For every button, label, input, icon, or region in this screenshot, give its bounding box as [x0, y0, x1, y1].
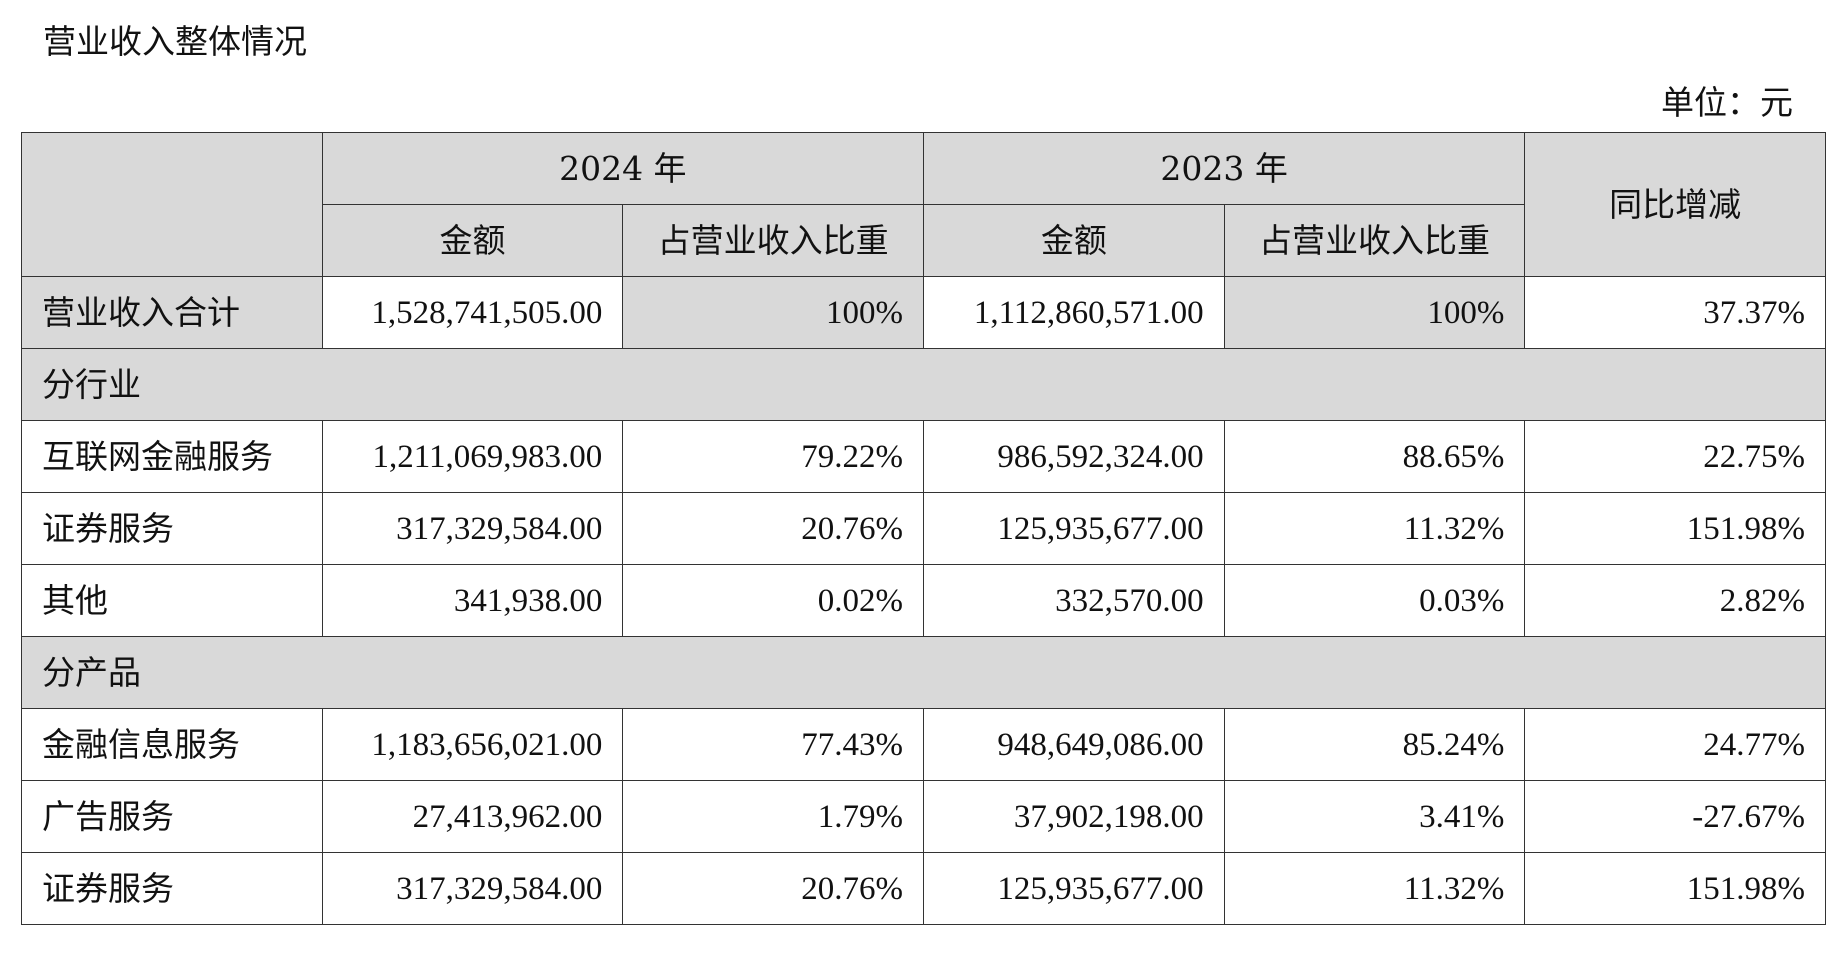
share-2024: 77.43% — [622, 708, 924, 781]
share-2023: 11.32% — [1223, 852, 1526, 925]
yoy-change: 151.98% — [1524, 492, 1826, 565]
row-label: 互联网金融服务 — [21, 420, 323, 493]
total-row: 营业收入合计 1,528,741,505.00 100% 1,112,860,5… — [21, 276, 1826, 349]
unit-label: 单位：元 — [1661, 83, 1793, 122]
share-2023: 85.24% — [1223, 708, 1526, 781]
table-row: 证券服务 317,329,584.00 20.76% 125,935,677.0… — [21, 852, 1826, 925]
amount-2023: 948,649,086.00 — [922, 708, 1225, 781]
header-yoy: 同比增减 — [1524, 132, 1826, 277]
total-yoy: 37.37% — [1524, 276, 1826, 349]
amount-2023: 125,935,677.00 — [922, 492, 1225, 565]
header-amount-2023: 金额 — [922, 204, 1225, 277]
page-title: 营业收入整体情况 — [43, 22, 307, 61]
total-amount-2024: 1,528,741,505.00 — [321, 276, 624, 349]
amount-2023: 332,570.00 — [922, 564, 1225, 637]
header-corner-cell — [21, 132, 323, 277]
share-2024: 20.76% — [622, 492, 924, 565]
amount-2023: 125,935,677.00 — [922, 852, 1225, 925]
row-label: 证券服务 — [21, 492, 323, 565]
share-2023: 88.65% — [1223, 420, 1526, 493]
table-row: 证券服务 317,329,584.00 20.76% 125,935,677.0… — [21, 492, 1826, 565]
table-row: 广告服务 27,413,962.00 1.79% 37,902,198.00 3… — [21, 780, 1826, 853]
header-year-2023: 2023 年 — [922, 132, 1526, 205]
table-row: 其他 341,938.00 0.02% 332,570.00 0.03% 2.8… — [21, 564, 1826, 637]
yoy-change: -27.67% — [1524, 780, 1826, 853]
row-label: 金融信息服务 — [21, 708, 323, 781]
section-label-product: 分产品 — [21, 636, 1826, 709]
header-year-2024: 2024 年 — [321, 132, 924, 205]
section-label-industry: 分行业 — [21, 348, 1826, 421]
amount-2024: 1,183,656,021.00 — [321, 708, 624, 781]
share-2024: 1.79% — [622, 780, 924, 853]
total-label: 营业收入合计 — [21, 276, 323, 349]
table-row: 互联网金融服务 1,211,069,983.00 79.22% 986,592,… — [21, 420, 1826, 493]
amount-2023: 986,592,324.00 — [922, 420, 1225, 493]
yoy-change: 2.82% — [1524, 564, 1826, 637]
header-share-2023: 占营业收入比重 — [1223, 204, 1526, 277]
share-2023: 0.03% — [1223, 564, 1526, 637]
header-row-years: 2024 年 2023 年 同比增减 — [21, 132, 1826, 277]
yoy-change: 151.98% — [1524, 852, 1826, 925]
yoy-change: 22.75% — [1524, 420, 1826, 493]
total-share-2023: 100% — [1223, 276, 1526, 349]
amount-2023: 37,902,198.00 — [922, 780, 1225, 853]
header-amount-2024: 金额 — [321, 204, 624, 277]
amount-2024: 1,211,069,983.00 — [321, 420, 624, 493]
header-row-columns: 金额 占营业收入比重 金额 占营业收入比重 — [22, 204, 1826, 277]
share-2024: 79.22% — [622, 420, 924, 493]
row-label: 证券服务 — [21, 852, 323, 925]
share-2023: 11.32% — [1223, 492, 1526, 565]
share-2023: 3.41% — [1223, 780, 1526, 853]
share-2024: 0.02% — [622, 564, 924, 637]
amount-2024: 317,329,584.00 — [321, 852, 624, 925]
row-label: 其他 — [21, 564, 323, 637]
amount-2024: 341,938.00 — [321, 564, 624, 637]
section-row-product: 分产品 — [21, 636, 1826, 709]
total-amount-2023: 1,112,860,571.00 — [922, 276, 1225, 349]
amount-2024: 27,413,962.00 — [321, 780, 624, 853]
header-share-2024: 占营业收入比重 — [622, 204, 924, 277]
revenue-table: 2024 年 2023 年 同比增减 金额 占营业收入比重 金额 占营业收入比重… — [21, 132, 1826, 925]
share-2024: 20.76% — [622, 852, 924, 925]
yoy-change: 24.77% — [1524, 708, 1826, 781]
total-share-2024: 100% — [622, 276, 924, 349]
section-row-industry: 分行业 — [21, 348, 1826, 421]
row-label: 广告服务 — [21, 780, 323, 853]
amount-2024: 317,329,584.00 — [321, 492, 624, 565]
table-row: 金融信息服务 1,183,656,021.00 77.43% 948,649,0… — [21, 708, 1826, 781]
